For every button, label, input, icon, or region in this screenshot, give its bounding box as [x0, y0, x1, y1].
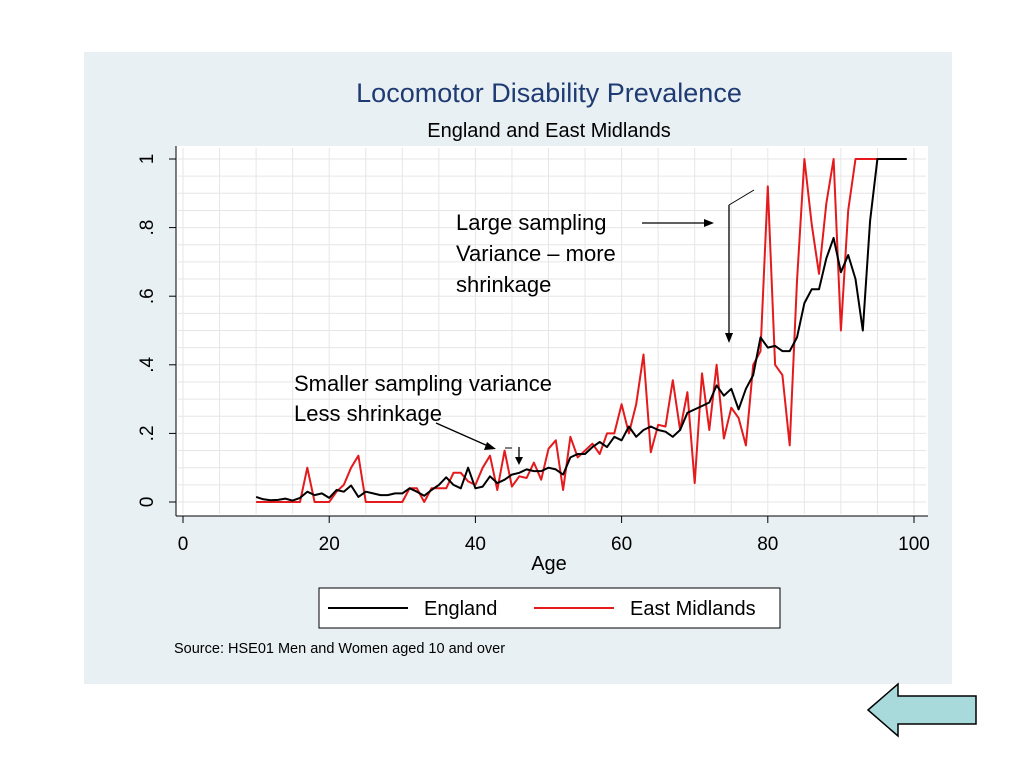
y-tick-label: .2 — [137, 425, 158, 441]
axes — [169, 146, 928, 523]
annotation-small-line1: Smaller sampling variance — [294, 371, 552, 396]
annotation-large-tick — [728, 189, 755, 206]
back-arrow-icon — [866, 682, 977, 738]
chart-title: Locomotor Disability Prevalence — [356, 78, 742, 108]
source-note: Source: HSE01 Men and Women aged 10 and … — [174, 641, 505, 657]
annotation-large-arrowhead-h — [704, 219, 714, 227]
legend-label-east-midlands: East Midlands — [630, 598, 756, 620]
x-tick-label: 0 — [178, 534, 189, 555]
x-tick-label: 60 — [611, 534, 632, 555]
annotation-large-arrowhead-v — [725, 333, 733, 343]
legend-label-england: England — [424, 598, 497, 620]
x-tick-label: 100 — [898, 534, 930, 555]
annotation-large-line1: Large sampling — [456, 210, 606, 235]
annotation-large-line2: Variance – more — [456, 241, 616, 266]
annotation-small-arrowhead-v — [515, 457, 523, 465]
y-tick-label: .8 — [137, 220, 158, 236]
x-tick-label: 40 — [465, 534, 486, 555]
y-tick-label: .4 — [137, 356, 158, 372]
y-tick-label: .6 — [137, 288, 158, 304]
chart-subtitle: England and East Midlands — [427, 120, 671, 142]
back-arrow-button[interactable] — [866, 682, 978, 740]
x-tick-label: 20 — [319, 534, 340, 555]
annotation-large-line3: shrinkage — [456, 272, 551, 297]
x-tick-label: 80 — [757, 534, 778, 555]
series-line-england — [255, 158, 907, 502]
y-tick-label: 1 — [137, 154, 158, 165]
series-lines — [255, 158, 907, 503]
tick-labels: 0 20 40 60 80 100 0 .2 .4 .6 .8 1 — [137, 154, 930, 555]
annotation-small-arrow — [435, 422, 489, 447]
annotation-small-line2: Less shrinkage — [294, 401, 442, 426]
annotation-small-arrowhead — [484, 442, 496, 450]
y-tick-label: 0 — [137, 497, 158, 508]
x-axis-label: Age — [531, 553, 567, 575]
